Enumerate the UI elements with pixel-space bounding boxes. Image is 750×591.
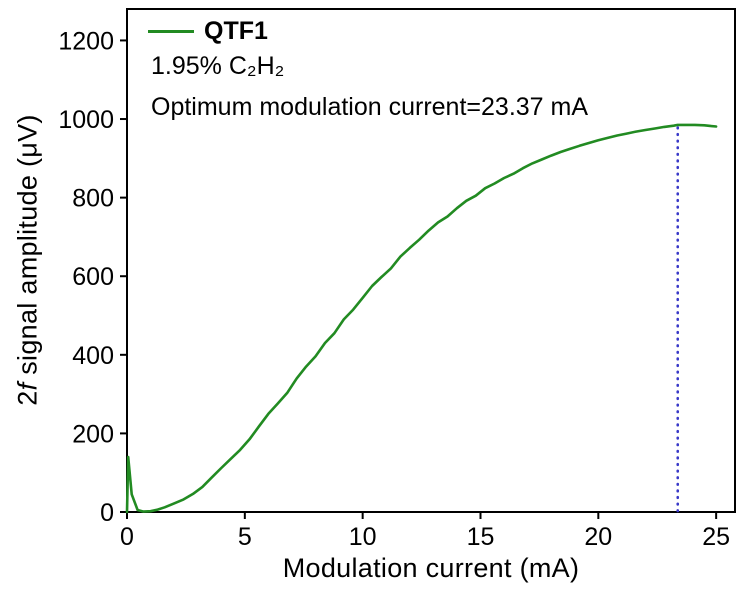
y-axis-label: 2f signal amplitude (μV) (13, 114, 44, 405)
legend-label: QTF1 (204, 17, 268, 45)
x-tick-label: 0 (120, 523, 134, 551)
annotation-gas-concentration: 1.95% C₂H₂ (151, 52, 285, 80)
y-tick-label: 1000 (58, 106, 114, 134)
y-tick-label: 400 (72, 342, 114, 370)
signal-curve (125, 123, 718, 514)
x-tick-label: 5 (238, 523, 252, 551)
y-axis-label-pre: 2 (12, 390, 43, 406)
y-tick-label: 600 (72, 263, 114, 291)
y-axis-label-post: signal amplitude (μV) (12, 114, 43, 383)
x-axis-label: Modulation current (mA) (282, 553, 580, 583)
y-tick-label: 1200 (58, 27, 114, 55)
x-tick-label: 20 (584, 523, 612, 551)
x-tick-label: 10 (349, 523, 377, 551)
annotation-optimum-current: Optimum modulation current=23.37 mA (151, 93, 589, 121)
y-tick-label: 200 (72, 420, 114, 448)
legend: QTF1 (148, 17, 268, 46)
y-tick-label: 0 (100, 499, 114, 527)
y-axis-label-italic: f (12, 382, 43, 391)
plot-frame (126, 8, 736, 513)
legend-line-swatch (148, 30, 194, 33)
x-tick-label: 15 (467, 523, 495, 551)
y-tick-label: 800 (72, 185, 114, 213)
x-tick-label: 25 (702, 523, 730, 551)
